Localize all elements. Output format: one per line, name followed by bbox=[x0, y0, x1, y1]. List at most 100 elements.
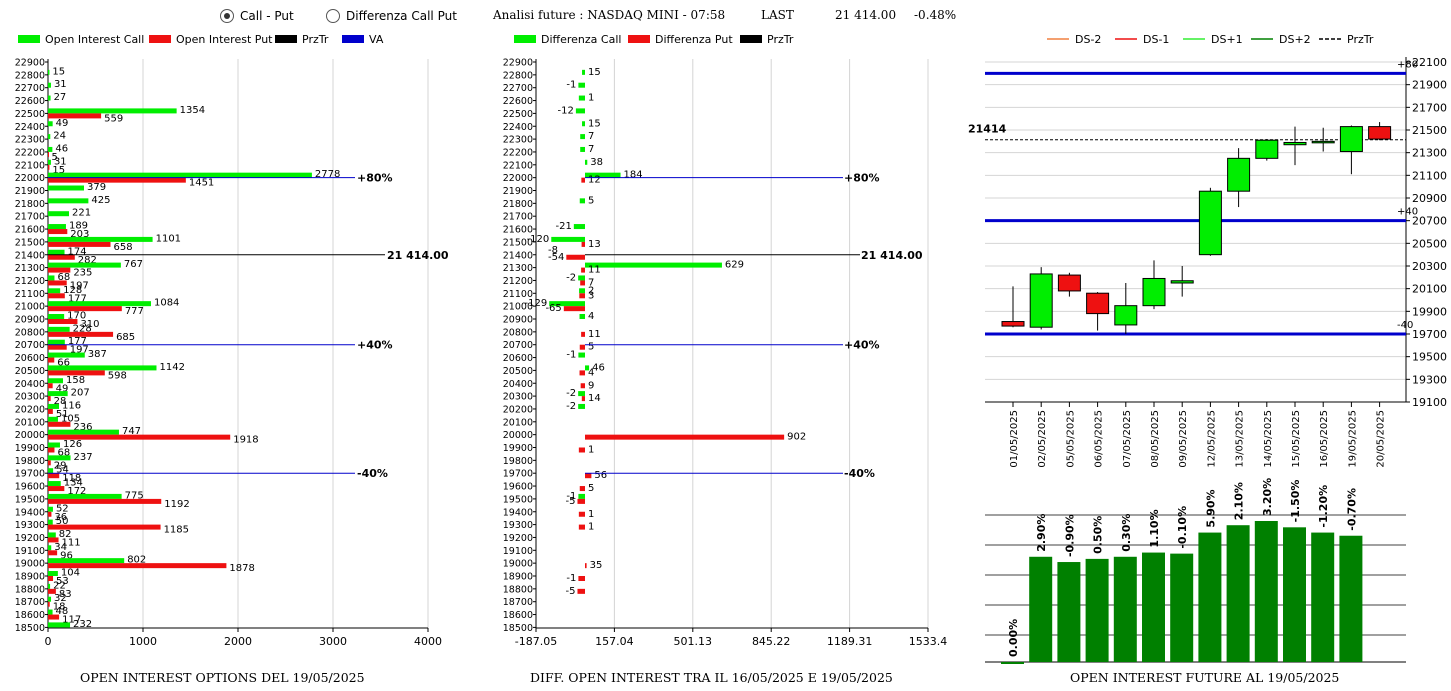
bar-call-label: 50 bbox=[56, 516, 69, 527]
bar-call-label: 158 bbox=[66, 375, 85, 386]
strike-label: 22700 bbox=[15, 83, 45, 94]
bar-diff-call-label: 15 bbox=[588, 118, 601, 129]
candle-body bbox=[1114, 305, 1138, 326]
future-oi-bar-chart: 0.00% 2.90% -0.90% 0.50% 0.30% 1.10% -0.10% 5.9… bbox=[985, 478, 1406, 664]
bar-put-label: 172 bbox=[67, 486, 86, 497]
strike-label: 20500 bbox=[15, 366, 45, 377]
bar-diff-call bbox=[580, 146, 585, 152]
bar-diff-call bbox=[578, 352, 585, 358]
legend-label: Differenza Put bbox=[655, 33, 733, 46]
strike-label: 22300 bbox=[503, 135, 533, 146]
date-label: 07/05/2025 bbox=[1122, 410, 1133, 468]
bar-call-label: 775 bbox=[125, 490, 144, 501]
strike-label: 22600 bbox=[15, 96, 45, 107]
bar-call bbox=[48, 314, 65, 319]
oi-diff-chart: Differenza Call Differenza Put PrzTr -187.0… bbox=[503, 33, 947, 648]
bar-put-label: 197 bbox=[70, 345, 89, 356]
bar-call bbox=[48, 596, 52, 602]
strike-label: 21700 bbox=[503, 212, 533, 223]
y-tick-label: 22100 bbox=[1412, 56, 1447, 69]
bar-put-label: 598 bbox=[108, 370, 127, 381]
legend-swatch bbox=[514, 35, 536, 43]
bar-call-label: 27 bbox=[54, 92, 67, 103]
oi-bar bbox=[1029, 556, 1053, 662]
bar-call bbox=[48, 198, 89, 204]
strike-label: 18900 bbox=[15, 572, 45, 583]
radio-differenza[interactable]: Differenza Call Put bbox=[326, 9, 457, 23]
bar-diff-put bbox=[577, 498, 585, 504]
oi-bar-label: -0.10% bbox=[1176, 506, 1189, 549]
legend-swatch bbox=[342, 35, 364, 43]
bar-put-label: 236 bbox=[73, 422, 92, 433]
bar-call bbox=[48, 172, 312, 178]
bar-call bbox=[48, 249, 65, 255]
bar-diff-put-label: 11 bbox=[588, 265, 601, 276]
bar-call-label: 221 bbox=[72, 208, 91, 219]
candle-body bbox=[1339, 126, 1363, 153]
oi-bar bbox=[1198, 532, 1222, 662]
bar-put bbox=[48, 357, 55, 363]
strike-label: 22900 bbox=[15, 58, 45, 69]
bar-call-label: 116 bbox=[62, 400, 81, 411]
bar-call-label: 747 bbox=[122, 426, 141, 437]
legend-label: PrzTr bbox=[302, 33, 329, 46]
bar-diff-call bbox=[578, 403, 585, 409]
candle-body bbox=[1086, 292, 1110, 315]
bar-diff-put bbox=[578, 511, 585, 517]
oi-bar-label: 1.10% bbox=[1148, 509, 1161, 547]
bar-diff-put bbox=[585, 563, 587, 569]
bar-diff-put bbox=[580, 383, 585, 389]
bar-diff-put-label: 56 bbox=[594, 470, 607, 481]
bar-diff-put-label: -5 bbox=[565, 496, 575, 507]
strike-label: 20900 bbox=[503, 315, 533, 326]
bar-diff-put-label: 5 bbox=[588, 342, 594, 353]
bar-call-label: 174 bbox=[68, 246, 87, 257]
bar-put bbox=[48, 229, 68, 235]
level-label: -40% bbox=[844, 467, 875, 480]
bar-diff-put bbox=[581, 241, 585, 247]
strike-label: 20700 bbox=[15, 340, 45, 351]
bar-diff-put-label: 3 bbox=[588, 290, 594, 301]
bar-diff-call-label: 7 bbox=[588, 131, 594, 142]
oi-bar bbox=[1170, 553, 1194, 662]
bar-call bbox=[48, 326, 70, 332]
bar-call bbox=[48, 583, 51, 589]
bar-diff-put bbox=[585, 434, 785, 440]
bar-call bbox=[48, 609, 53, 615]
bar-diff-call bbox=[582, 121, 585, 127]
oi-bar bbox=[1339, 535, 1363, 662]
bar-diff-put bbox=[579, 486, 585, 492]
oi-bar-label: -0.90% bbox=[1063, 514, 1076, 557]
date-label: 05/05/2025 bbox=[1065, 410, 1076, 468]
radio-call-put[interactable]: Call - Put bbox=[220, 9, 294, 23]
date-label: 08/05/2025 bbox=[1150, 410, 1161, 468]
candle-body bbox=[1255, 139, 1279, 159]
analysis-title: Analisi future : NASDAQ MINI - 07:58 bbox=[493, 8, 726, 22]
legend-label: PrzTr bbox=[767, 33, 794, 46]
bar-diff-put bbox=[578, 524, 585, 530]
bar-call bbox=[48, 416, 58, 422]
bar-diff-put bbox=[577, 588, 585, 594]
bar-diff-call bbox=[578, 275, 585, 281]
strike-label: 20000 bbox=[503, 430, 533, 441]
strike-label: 20200 bbox=[503, 404, 533, 415]
bar-put bbox=[48, 113, 102, 119]
strike-label: 21900 bbox=[15, 186, 45, 197]
bar-diff-call-label: -2 bbox=[566, 401, 576, 412]
bar-call-label: 32 bbox=[54, 593, 67, 604]
bar-call bbox=[48, 468, 54, 474]
bar-call-label: 177 bbox=[68, 336, 87, 347]
strike-label: 22100 bbox=[503, 160, 533, 171]
bar-put-label: 66 bbox=[57, 358, 70, 369]
strike-label: 19800 bbox=[15, 456, 45, 467]
x-tick-label: 0 bbox=[45, 635, 52, 648]
bar-diff-put bbox=[580, 280, 585, 286]
strike-label: 19400 bbox=[503, 507, 533, 518]
y-tick-label: 21500 bbox=[1412, 124, 1447, 137]
bar-call-label: 128 bbox=[63, 285, 82, 296]
legend-swatch bbox=[628, 35, 650, 43]
strike-label: 20400 bbox=[15, 379, 45, 390]
bar-put-label: 96 bbox=[60, 550, 73, 561]
bar-diff-put bbox=[579, 370, 585, 376]
bar-call bbox=[48, 185, 85, 191]
